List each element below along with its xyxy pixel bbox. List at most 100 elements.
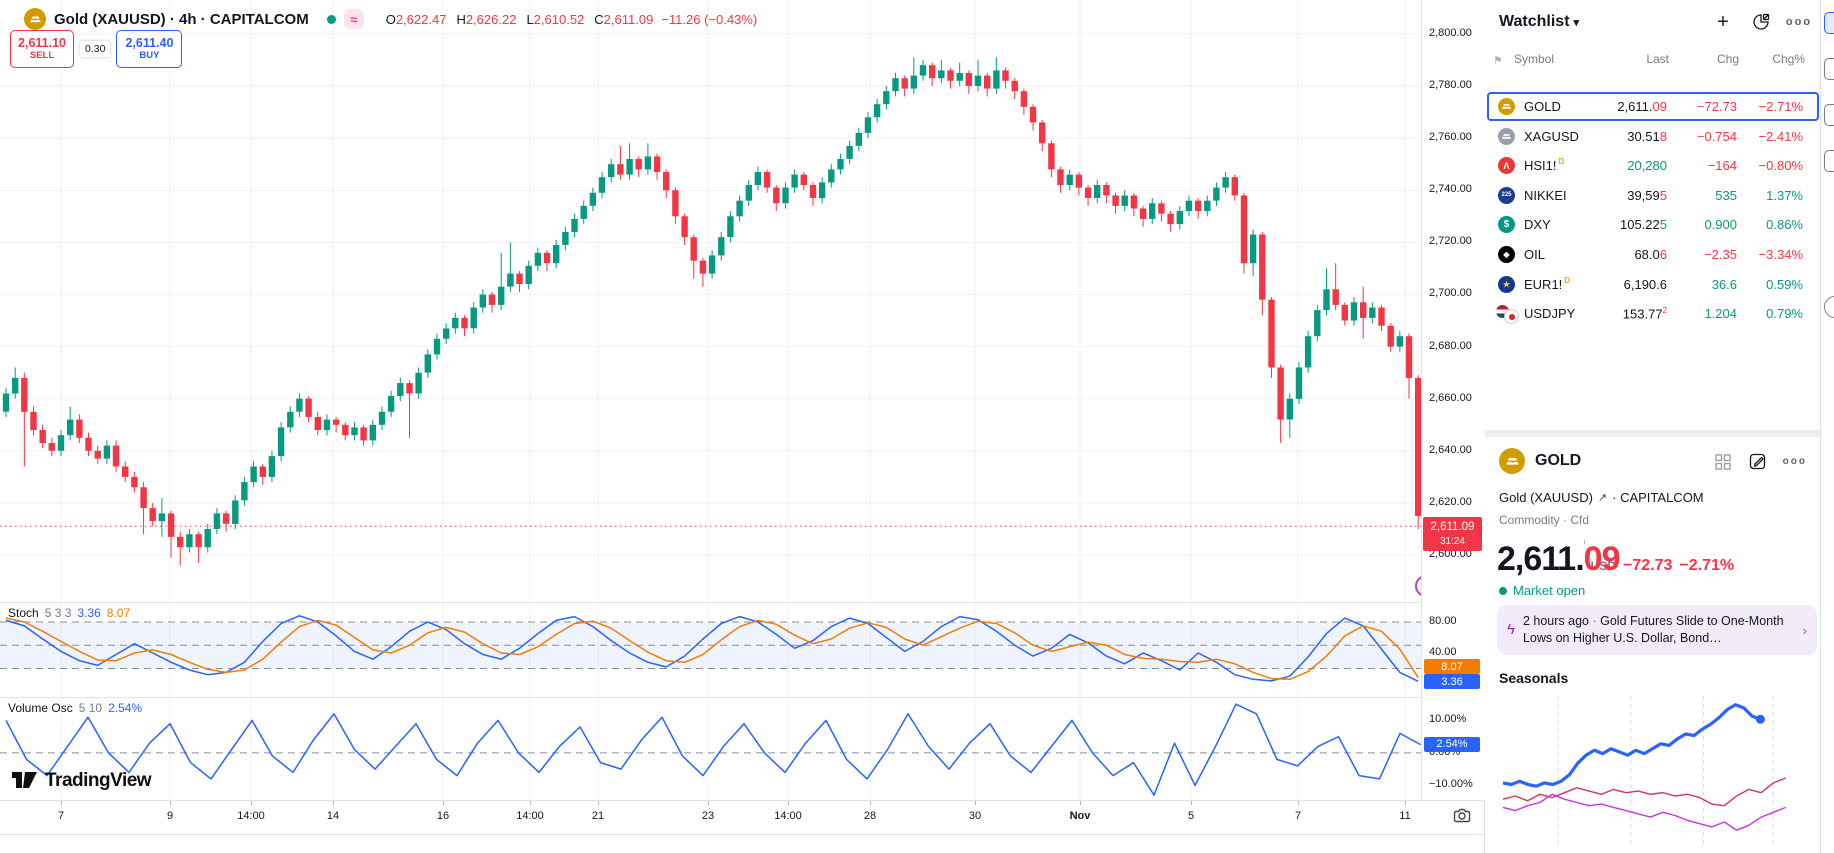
chg-cell: −2.35: [1704, 247, 1737, 262]
time-label: 21: [591, 810, 605, 822]
panel-divider: [1485, 430, 1821, 437]
alerts-tab-icon[interactable]: [1824, 58, 1834, 80]
axis-label: 2,600.00: [1429, 548, 1472, 561]
stoch-d-badge: 8.07: [1424, 659, 1480, 674]
symbol-type: Commodity · Cfd: [1499, 513, 1590, 527]
symbol-cell: XAGUSD: [1524, 128, 1579, 144]
axis-label: 2,760.00: [1429, 131, 1472, 144]
symbol-icon: [1498, 98, 1515, 115]
symbol-description[interactable]: Gold (XAUUSD) ↗ · CAPITALCOM: [1499, 490, 1704, 505]
pie-chart-icon[interactable]: [1749, 10, 1773, 34]
time-label: 23: [701, 810, 715, 822]
last-cell: 2,611.09: [1617, 99, 1667, 114]
symbol-cell: NIKKEI: [1524, 187, 1567, 203]
time-label: 16: [436, 810, 450, 822]
layout-grid-icon[interactable]: [1714, 453, 1732, 471]
more-options-icon[interactable]: ooo: [1782, 456, 1807, 467]
symbol-cell: OIL: [1524, 247, 1545, 262]
time-axis[interactable]: 7 9 14:00 14 16 14:00 21 23 14:00 28 30 Nov 5 7 11: [0, 800, 1484, 835]
axis-label: 2,720.00: [1429, 235, 1472, 248]
symbol-icon: [1496, 305, 1519, 325]
seasonals-chart: [1502, 696, 1786, 847]
symbol-name[interactable]: GOLD: [1535, 452, 1582, 469]
chgp-cell: −2.41%: [1758, 128, 1803, 144]
external-link-icon[interactable]: ↗: [1597, 492, 1608, 504]
tradingview-logo[interactable]: TradingView: [12, 770, 152, 792]
symbol-cell: DXY: [1524, 217, 1551, 233]
symbol-icon: ★: [1498, 275, 1515, 293]
buy-button[interactable]: 2,611.40 BUY: [116, 30, 183, 68]
time-label: 14:00: [774, 810, 802, 822]
time-label: 14:00: [237, 810, 265, 822]
stoch-legend[interactable]: Stoch 5 3 3 3.36 8.07: [8, 606, 131, 620]
time-label: Nov: [1069, 810, 1091, 822]
watchlist-header: Watchlist ▾ + ooo: [1485, 0, 1821, 44]
ohlc-item: C2,611.09: [594, 11, 654, 27]
watchlist-row-eur1[interactable]: ★ EUR1! D 6,190.6 36.6 0.59%: [1487, 270, 1819, 299]
watchlist-row-gold[interactable]: GOLD 2,611.09 −72.73 −2.71%: [1487, 92, 1819, 121]
symbol-icon: $: [1498, 216, 1515, 234]
watchlist-title[interactable]: Watchlist ▾: [1499, 13, 1580, 30]
price-axis[interactable]: 2,800.00 2,780.00 2,760.00 2,740.00 2,720.00…: [1421, 0, 1485, 800]
ohlc-item: O2,622.47: [385, 11, 447, 27]
axis-label: 2,640.00: [1429, 443, 1472, 456]
axis-label: 10.00%: [1429, 713, 1467, 726]
calendar-tab-icon[interactable]: [1824, 150, 1834, 172]
delayed-badge: D: [1558, 157, 1565, 167]
news-tab-icon[interactable]: [1824, 104, 1834, 126]
axis-label: 2,680.00: [1429, 339, 1472, 352]
screenshot-camera-icon[interactable]: [1452, 806, 1472, 826]
axis-label: 2,780.00: [1429, 79, 1472, 91]
last-cell: 105.225: [1620, 217, 1667, 233]
symbol-title[interactable]: Gold (XAUUSD) · 4h · CAPITALCOM: [54, 10, 309, 28]
watchlist-row-usdjpy[interactable]: USDJPY 153.772 1.204 0.79%: [1487, 299, 1819, 328]
watchlist-row-hsi1[interactable]: Λ HSI1! D 20,280 −164 −0.80%: [1487, 151, 1819, 180]
stoch-k-badge: 3.36: [1424, 674, 1480, 689]
axis-label: 2,740.00: [1429, 183, 1472, 196]
last-cell: 20,280: [1627, 158, 1667, 174]
axis-label: −10.00%: [1429, 778, 1473, 791]
time-label: 7: [57, 810, 65, 822]
ideas-chip-icon[interactable]: ≈: [343, 9, 364, 29]
watchlist-tab-icon[interactable]: [1824, 12, 1834, 34]
market-status: Market open: [1499, 583, 1585, 598]
symbol-cell: GOLD: [1524, 99, 1561, 114]
last-cell: 39,595: [1627, 187, 1667, 203]
sell-button[interactable]: 2,611.10 SELL: [10, 30, 74, 68]
ohlc-item: L2,610.52: [526, 11, 585, 27]
flag-icon[interactable]: ⚑: [1493, 55, 1503, 67]
time-label: 7: [1294, 810, 1302, 822]
watchlist-row-xagusd[interactable]: XAGUSD 30.518 −0.754 −2.41%: [1487, 122, 1819, 151]
gold-icon: [1499, 448, 1525, 474]
add-symbol-icon[interactable]: +: [1717, 10, 1729, 33]
chgp-cell: 1.37%: [1766, 187, 1803, 203]
watchlist-row-dxy[interactable]: $ DXY 105.225 0.900 0.86%: [1487, 210, 1819, 239]
symbol-cell: EUR1!: [1524, 276, 1563, 292]
chg-cell: 36.6: [1711, 276, 1737, 292]
data-status-icon[interactable]: [326, 14, 336, 24]
chat-tab-icon[interactable]: [1824, 296, 1834, 318]
axis-label: 2,800.00: [1429, 26, 1472, 39]
news-item[interactable]: ϟ 2 hours ago · Gold Futures Slide to On…: [1497, 605, 1817, 655]
watchlist-row-nikkei[interactable]: 225 NIKKEI 39,595 535 1.37%: [1487, 181, 1819, 210]
spread-value: 0.30: [80, 41, 111, 57]
seasonals-title: Seasonals: [1499, 670, 1569, 686]
last-price-label: 2,611.09 31:24: [1423, 517, 1482, 552]
ohlc-values: O2,622.47 H2,626.22 L2,610.52 C2,611.09: [386, 12, 654, 27]
watchlist-panel: Watchlist ▾ + ooo ⚑ Symbol Last Chg Chg% …: [1484, 0, 1821, 853]
last-cell: 6,190.6: [1623, 276, 1667, 292]
gold-icon: [24, 8, 46, 30]
right-toolbar: [1820, 0, 1834, 853]
time-label: 5: [1187, 810, 1195, 822]
volume-osc-badge: 2.54%: [1424, 736, 1480, 752]
compose-note-icon[interactable]: [1748, 452, 1767, 471]
chart-pane[interactable]: [0, 0, 1834, 800]
volume-osc-legend[interactable]: Volume Osc 5 10 2.54%: [8, 701, 143, 715]
last-cell: 30.518: [1627, 128, 1667, 144]
watchlist-row-oil[interactable]: ◆ OIL 68.06 −2.35 −3.34%: [1487, 240, 1819, 269]
time-label: 11: [1399, 810, 1411, 822]
chg-cell: −72.73: [1696, 99, 1737, 114]
more-options-icon[interactable]: ooo: [1785, 16, 1813, 28]
chgp-cell: 0.86%: [1766, 217, 1803, 233]
